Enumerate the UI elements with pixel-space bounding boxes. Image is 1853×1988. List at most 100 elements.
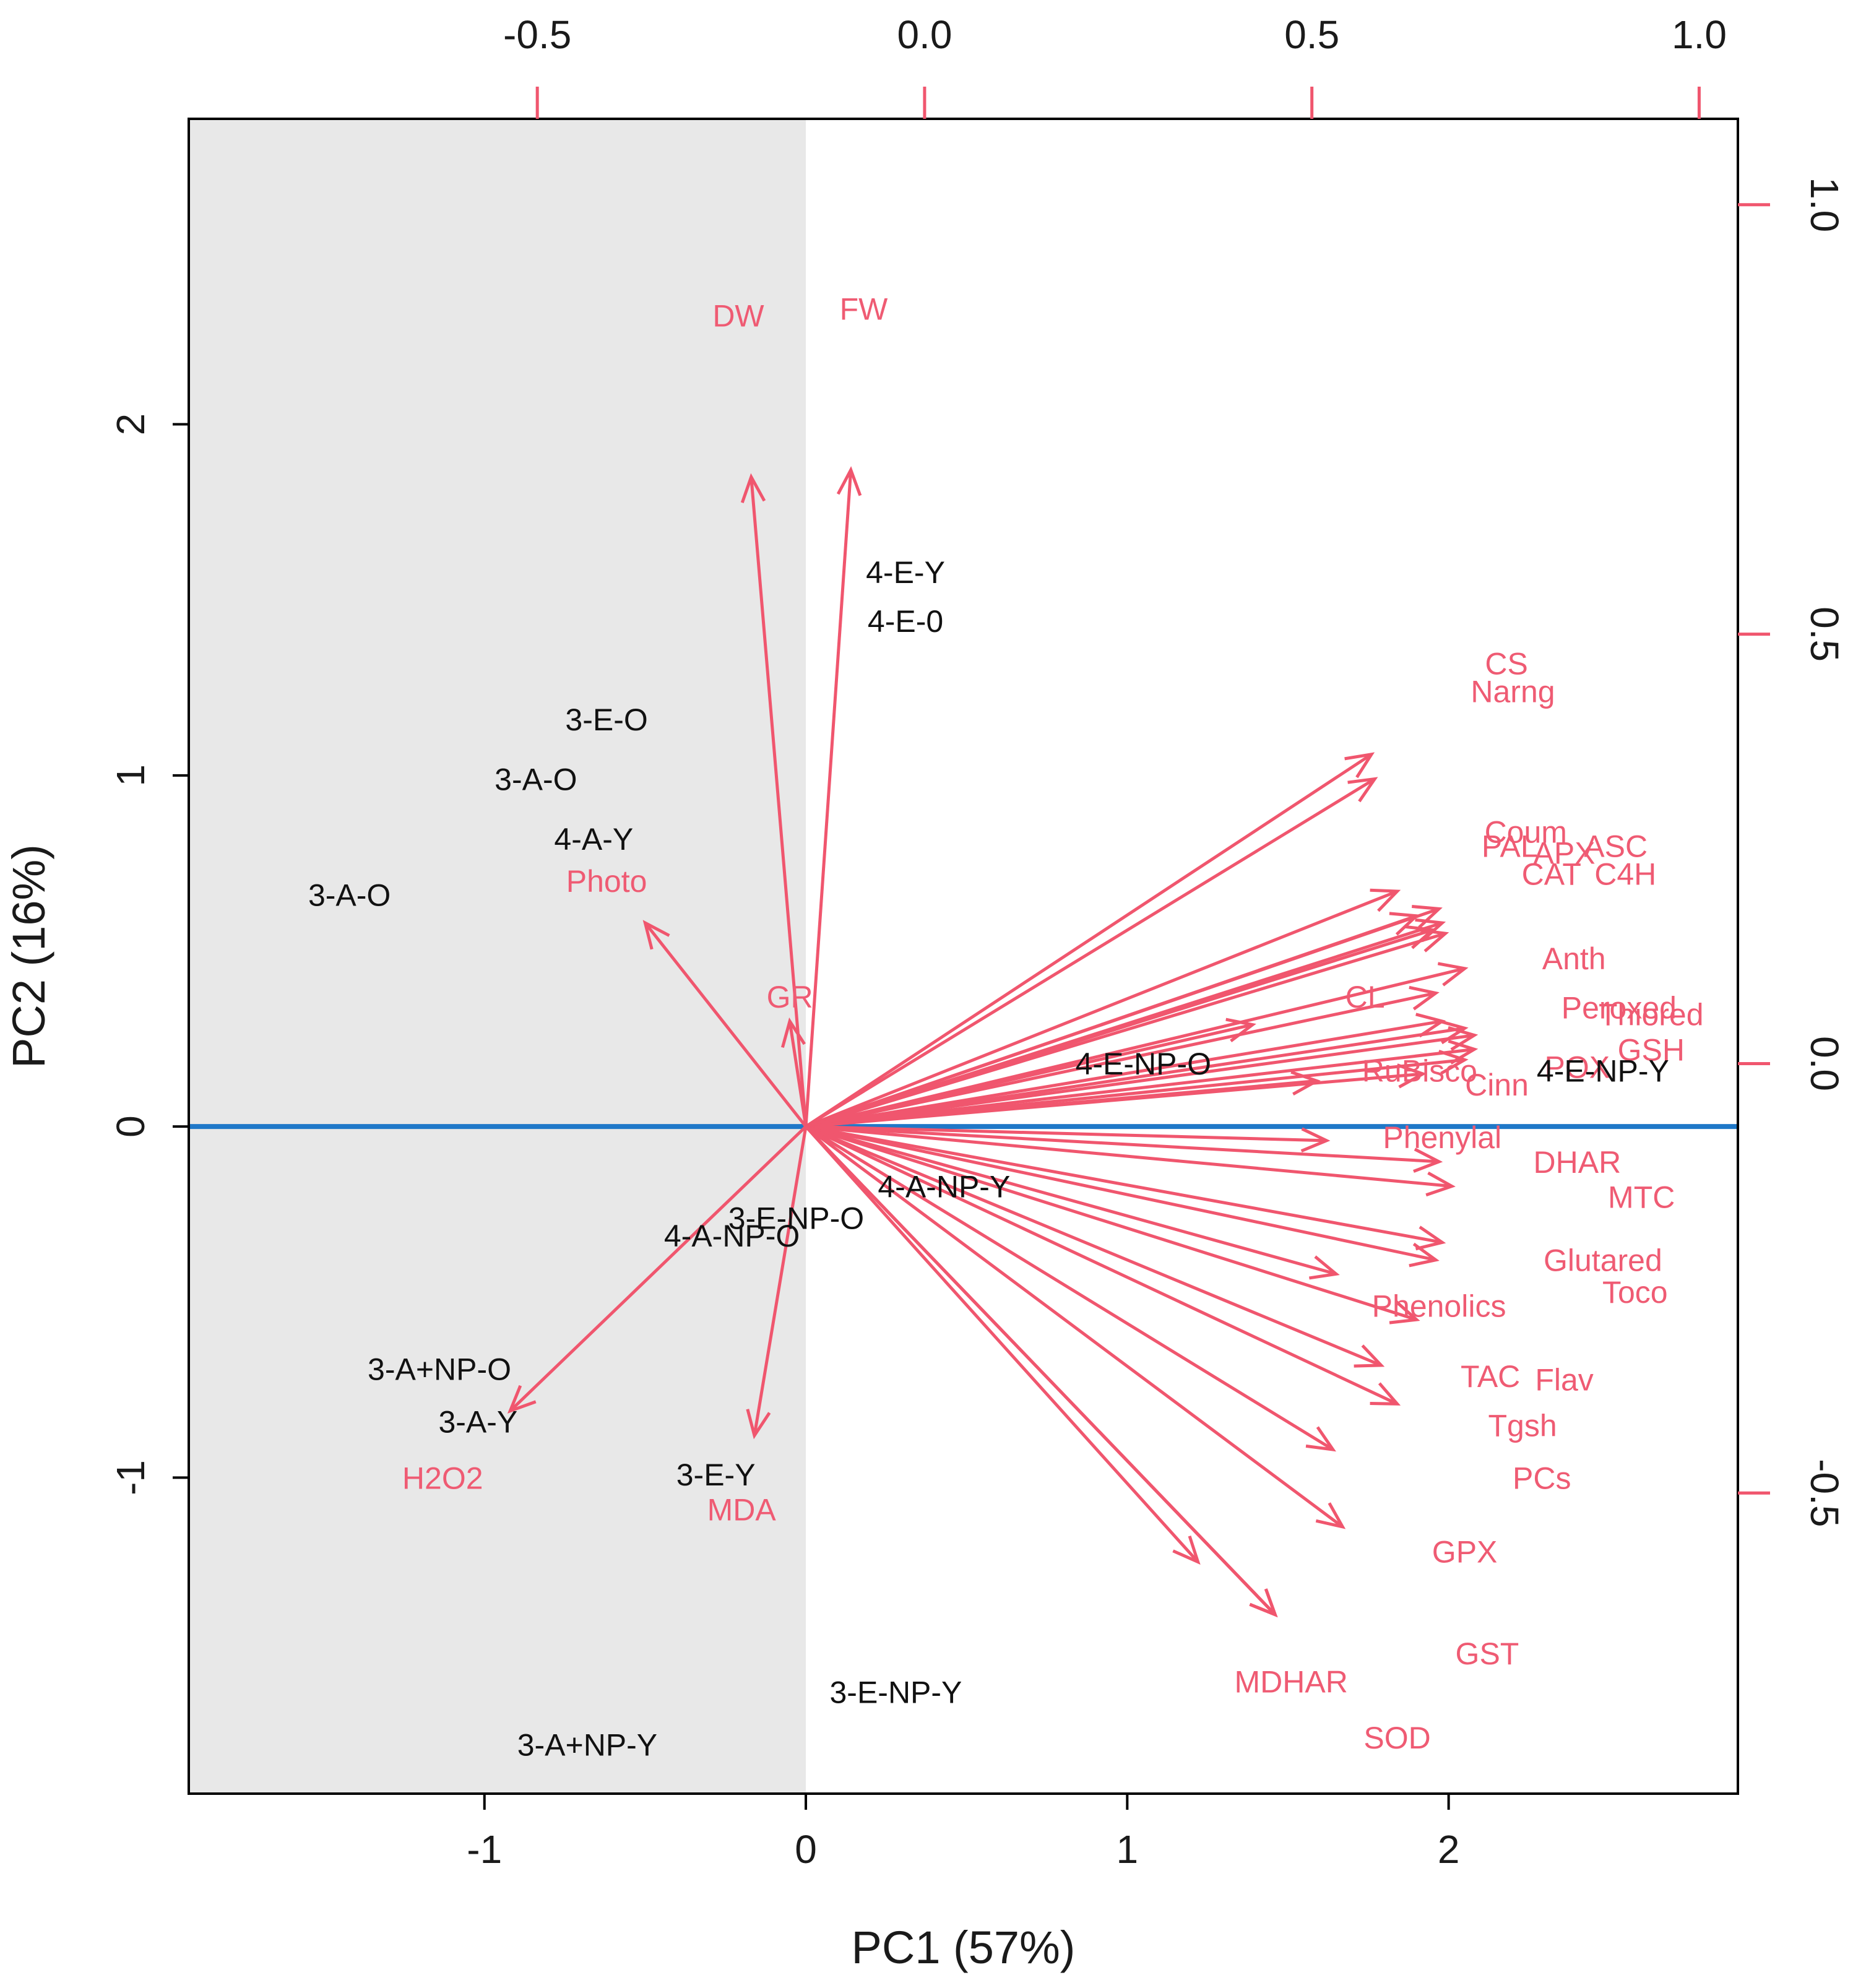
arrow-head <box>507 1385 537 1414</box>
arrow-head <box>1409 1242 1440 1268</box>
arrow-head <box>1370 888 1401 912</box>
y-tick-label: 2 <box>108 413 153 436</box>
arrow-mtc <box>805 1125 1456 1197</box>
arrow-phenolics <box>805 1125 1340 1280</box>
y-tick-label: 1 <box>108 764 153 787</box>
observation-labels: 4-E-Y 4-E-0 3-E-O 3-A-O 4-A-Y 3-A-O 4-E-NP-O 4-… <box>308 555 1669 1763</box>
observation-label: 3-E-NP-Y <box>829 1675 962 1709</box>
arrow-shaft <box>805 1019 1443 1128</box>
x-axis-title: PC1 (57%) <box>852 1922 1076 1973</box>
arrow-shaft <box>805 1125 1440 1164</box>
variable-label-tac: TAC <box>1461 1359 1520 1394</box>
observation-label: 4-E-NP-Y <box>1537 1053 1669 1088</box>
arrow-head <box>1370 1382 1401 1406</box>
arrow-shaft <box>805 1034 1475 1128</box>
observation-label: 3-A-O <box>308 878 391 913</box>
arrow-head <box>642 920 670 950</box>
arrow-head <box>1300 1127 1331 1152</box>
arrow-gpx <box>805 1125 1201 1565</box>
right-tick-label: 0.0 <box>1802 1036 1847 1091</box>
right-tick-label: -0.5 <box>1802 1459 1847 1527</box>
arrow-shaft <box>805 1125 1417 1321</box>
arrow-glutared <box>805 1125 1446 1251</box>
variable-label-gpx: GPX <box>1432 1535 1498 1570</box>
variable-label-pal: PAL <box>1482 829 1538 863</box>
arrow-head <box>1418 928 1449 953</box>
arrow-shaft <box>749 477 808 1127</box>
y-tick-label: -1 <box>108 1460 153 1495</box>
variable-label-mda: MDA <box>707 1492 777 1527</box>
arrow-p3 <box>805 1125 1420 1325</box>
variable-label-dw: DW <box>712 299 764 334</box>
variable-label-gr: GR <box>767 980 813 1014</box>
arrow-head <box>1354 1344 1385 1368</box>
arrow-shaft <box>644 922 808 1128</box>
variable-label-asc: ASC <box>1584 829 1648 863</box>
arrow-c4h <box>805 928 1449 1128</box>
variable-label-pcs: PCs <box>1513 1461 1571 1495</box>
arrow-sod <box>805 1125 1278 1618</box>
x-tick-label: 0 <box>795 1827 817 1872</box>
observation-label: 4-A-Y <box>554 822 633 857</box>
top-tick-label: 0.5 <box>1284 12 1339 57</box>
variable-label-phenylal: Phenylal <box>1383 1120 1501 1155</box>
arrow-shaft <box>805 992 1436 1128</box>
variable-label-gsh: GSH <box>1618 1032 1685 1067</box>
y-tick-label: 0 <box>108 1115 153 1138</box>
arrow-gr <box>780 1017 808 1127</box>
variable-label-glutared: Glutared <box>1544 1243 1662 1278</box>
arrow-shaft <box>805 1023 1253 1128</box>
arrow-cl <box>805 985 1440 1128</box>
arrow-phenylal <box>805 1125 1331 1152</box>
variable-label-c4h: C4H <box>1594 857 1656 892</box>
observation-label: 3-A-O <box>495 763 577 797</box>
arrow-shaft <box>805 1047 1475 1128</box>
observation-label: 4-A-NP-O <box>664 1219 800 1253</box>
arrow-shaft <box>805 1125 1443 1244</box>
variable-label-sod: SOD <box>1363 1721 1430 1755</box>
variable-label-phenolics: Phenolics <box>1372 1289 1506 1323</box>
arrow-head <box>746 1409 771 1440</box>
variable-label-thiored: Thiored <box>1599 998 1704 1032</box>
arrow-cs <box>805 752 1375 1128</box>
right-tick-label: 1.0 <box>1802 177 1847 232</box>
observation-label: 4-A-NP-Y <box>878 1170 1010 1204</box>
arrow-shaft <box>805 1125 1277 1616</box>
arrow-head <box>1347 777 1378 803</box>
arrow-head <box>780 1017 806 1048</box>
left-axis: -1 0 1 2 <box>108 413 189 1495</box>
arrow-toco <box>805 1125 1440 1268</box>
observation-label: 4-E-Y <box>866 555 945 590</box>
plot-shaded-region <box>189 119 806 1794</box>
arrow-head <box>1290 1070 1321 1096</box>
x-tick-label: -1 <box>467 1827 502 1872</box>
variable-label-flav: Flav <box>1535 1363 1593 1398</box>
arrow-head <box>1437 962 1469 987</box>
x-tick-label: 1 <box>1117 1827 1139 1872</box>
arrow-shaft <box>788 1021 808 1127</box>
variable-label-cs: CS <box>1485 646 1527 681</box>
variable-label-toco: Toco <box>1602 1275 1668 1310</box>
arrow-shaft <box>805 914 1417 1128</box>
observation-label: 3-A+NP-Y <box>517 1728 657 1763</box>
observation-label: 4-E-NP-O <box>1076 1047 1211 1081</box>
arrow-shaft <box>805 1125 1327 1143</box>
arrow-head <box>1249 1588 1278 1618</box>
variable-label-cl: CL <box>1345 980 1385 1014</box>
variable-label-pox: POX <box>1545 1050 1610 1085</box>
arrow-mda <box>746 1126 808 1440</box>
arrow-shaft <box>805 777 1376 1128</box>
y-axis-title: PC2 (16%) <box>3 844 54 1068</box>
variable-label-fw: FW <box>840 292 889 326</box>
arrow-head <box>1409 985 1440 1011</box>
observation-label: 3-E-O <box>565 702 647 737</box>
arrow-head <box>1225 1018 1256 1043</box>
arrow-head <box>1396 1063 1427 1089</box>
variable-label-photo: Photo <box>566 864 647 899</box>
arrow-shaft <box>805 1125 1334 1451</box>
arrow-shaft <box>805 1125 1382 1367</box>
arrow-rubisco <box>805 1018 1256 1128</box>
variable-label-dhar: DHAR <box>1534 1145 1622 1180</box>
arrow-head <box>1305 1426 1336 1452</box>
